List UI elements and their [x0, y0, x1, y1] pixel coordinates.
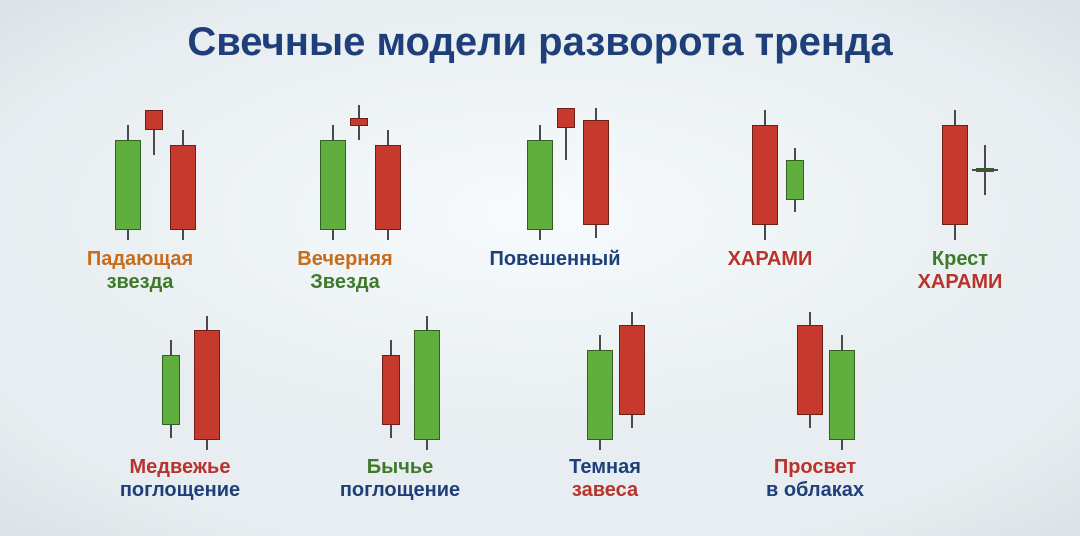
candle-harami-cross-1	[976, 100, 994, 240]
candle-dark-cloud-1	[619, 310, 645, 450]
candle-body	[194, 330, 220, 440]
pattern-label-bearish-engulf: Медвежьепоглощение	[120, 456, 240, 502]
doji-cross-icon	[972, 169, 998, 171]
candle-bullish-engulf-0	[382, 310, 400, 450]
candle-harami-1	[786, 100, 804, 240]
candle-body	[145, 110, 163, 130]
candle-evening-star-2	[375, 100, 401, 240]
candle-body	[382, 355, 400, 425]
candle-evening-star-0	[320, 100, 346, 240]
pattern-label-piercing: Просветв облаках	[766, 456, 864, 502]
candle-bullish-engulf-1	[414, 310, 440, 450]
pattern-label-line2: в облаках	[766, 479, 864, 502]
candle-body	[786, 160, 804, 200]
candle-hanging-man-1	[557, 100, 575, 240]
candle-harami-0	[752, 100, 778, 240]
page-title: Свечные модели разворота тренда	[0, 20, 1080, 65]
pattern-label-harami-cross: КрестХАРАМИ	[918, 248, 1003, 294]
candle-falling-star-0	[115, 100, 141, 240]
candle-body	[797, 325, 823, 415]
pattern-label-line1: Крест	[918, 248, 1003, 271]
pattern-label-line1: Медвежье	[120, 456, 240, 479]
candle-body	[414, 330, 440, 440]
pattern-label-line1: Бычье	[340, 456, 460, 479]
candle-body	[320, 140, 346, 230]
candle-dark-cloud-0	[587, 310, 613, 450]
candle-body	[752, 125, 778, 225]
candle-body	[557, 108, 575, 128]
candle-body	[350, 118, 368, 126]
pattern-label-line2: Звезда	[297, 271, 392, 294]
pattern-label-line1: Просвет	[766, 456, 864, 479]
candle-body	[942, 125, 968, 225]
pattern-label-line2: завеса	[569, 479, 641, 502]
pattern-label-hanging-man: Повешенный	[489, 248, 620, 271]
candle-body	[583, 120, 609, 225]
candle-body	[162, 355, 180, 425]
candle-harami-cross-0	[942, 100, 968, 240]
pattern-label-line1: ХАРАМИ	[728, 248, 813, 271]
candle-piercing-0	[797, 310, 823, 450]
candle-body	[115, 140, 141, 230]
pattern-label-evening-star: ВечерняяЗвезда	[297, 248, 392, 294]
candle-hanging-man-2	[583, 100, 609, 240]
candle-hanging-man-0	[527, 100, 553, 240]
candle-body	[619, 325, 645, 415]
candle-falling-star-2	[170, 100, 196, 240]
pattern-label-line1: Вечерняя	[297, 248, 392, 271]
pattern-label-line2: звезда	[87, 271, 193, 294]
pattern-label-falling-star: Падающаязвезда	[87, 248, 193, 294]
candle-body	[587, 350, 613, 440]
pattern-label-harami: ХАРАМИ	[728, 248, 813, 271]
candle-body	[527, 140, 553, 230]
pattern-label-line1: Темная	[569, 456, 641, 479]
pattern-label-line1: Повешенный	[489, 248, 620, 271]
candle-falling-star-1	[145, 100, 163, 240]
pattern-label-line2: ХАРАМИ	[918, 271, 1003, 294]
pattern-label-bullish-engulf: Бычьепоглощение	[340, 456, 460, 502]
pattern-label-line2: поглощение	[340, 479, 460, 502]
candle-body	[375, 145, 401, 230]
pattern-label-line1: Падающая	[87, 248, 193, 271]
candle-body	[170, 145, 196, 230]
candle-body	[829, 350, 855, 440]
candle-bearish-engulf-1	[194, 310, 220, 450]
pattern-label-dark-cloud: Темнаязавеса	[569, 456, 641, 502]
candle-bearish-engulf-0	[162, 310, 180, 450]
candle-piercing-1	[829, 310, 855, 450]
candle-evening-star-1	[350, 100, 368, 240]
pattern-label-line2: поглощение	[120, 479, 240, 502]
